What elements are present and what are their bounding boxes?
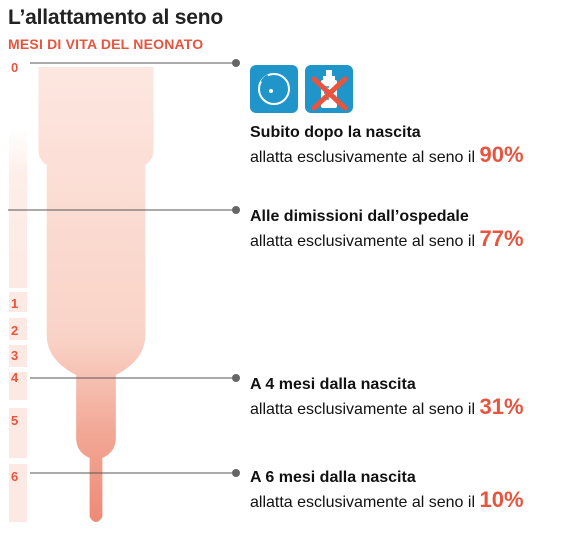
- annotation-month-4: A 4 mesi dalla nascita allatta esclusiva…: [250, 374, 524, 421]
- breast-icon: [250, 65, 298, 113]
- data-label: 31%: [479, 394, 524, 419]
- no-bottle-icon: [305, 65, 353, 113]
- leader-lines: [8, 59, 240, 477]
- annotation-label: Subito dopo la nascita: [250, 124, 421, 141]
- annotation-label: A 6 mesi dalla nascita: [250, 469, 416, 486]
- axis-tick-0: 0: [11, 60, 18, 75]
- leader-dot: [232, 206, 240, 214]
- annotation-birth: Subito dopo la nascita allatta esclusiva…: [250, 122, 524, 169]
- axis-segment-2: [9, 318, 27, 340]
- axis-tick-4: 4: [11, 370, 19, 385]
- axis-segment-6: [9, 464, 27, 522]
- axis-tick-6: 6: [11, 469, 18, 484]
- axis-segment-5: [9, 408, 27, 458]
- axis-segment-0: [9, 128, 27, 288]
- chart-title: L’allattamento al seno: [8, 6, 223, 29]
- annotation-month-6: A 6 mesi dalla nascita allatta esclusiva…: [250, 467, 524, 514]
- data-label: 77%: [479, 226, 524, 251]
- axis-tick-1: 1: [11, 296, 18, 311]
- axis-segment-3: [9, 345, 27, 367]
- month-axis: 0 1 2 3 4 5 6: [9, 60, 27, 522]
- annotation-text: allatta esclusivamente al seno il: [250, 149, 476, 166]
- data-label: 90%: [479, 142, 524, 167]
- axis-segment-4: [9, 372, 27, 400]
- area-shape: [38, 67, 154, 522]
- annotation-label: Alle dimissioni dall’ospedale: [250, 208, 469, 225]
- annotation-text: allatta esclusivamente al seno il: [250, 401, 476, 418]
- annotation-label: A 4 mesi dalla nascita: [250, 376, 416, 393]
- axis-segment-1: [9, 292, 27, 312]
- leader-dot: [232, 374, 240, 382]
- annotation-text: allatta esclusivamente al seno il: [250, 233, 476, 250]
- axis-tick-2: 2: [11, 323, 18, 338]
- annotation-discharge: Alle dimissioni dall’ospedale allatta es…: [250, 206, 524, 253]
- annotation-text: allatta esclusivamente al seno il: [250, 494, 476, 511]
- axis-tick-3: 3: [11, 348, 18, 363]
- leader-dot: [232, 59, 240, 67]
- area-shape-path: [38, 67, 154, 522]
- leader-dot: [232, 469, 240, 477]
- chart-subtitle: MESI DI VITA DEL NEONATO: [8, 36, 204, 52]
- data-label: 10%: [479, 487, 524, 512]
- axis-tick-5: 5: [11, 413, 18, 428]
